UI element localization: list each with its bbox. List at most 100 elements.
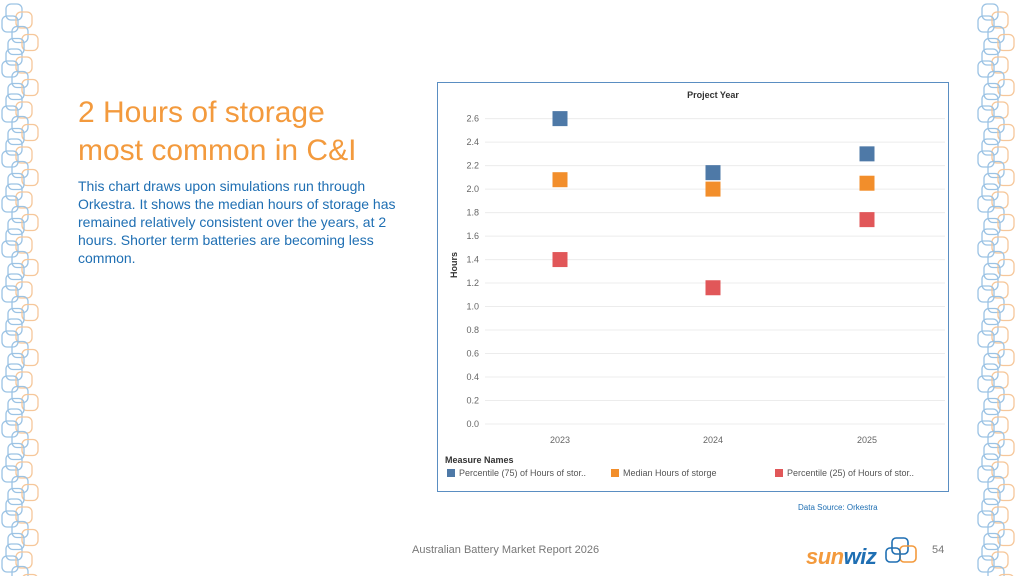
data-point-p75-2024[interactable] xyxy=(705,165,721,181)
pattern-shape xyxy=(983,532,1001,551)
data-point-p75-2025[interactable] xyxy=(859,146,875,162)
pattern-shape xyxy=(977,465,995,483)
y-axis-label: Hours xyxy=(449,252,459,278)
pattern-shape xyxy=(998,573,1014,576)
pattern-shape xyxy=(991,146,1009,164)
x-tick-label: 2024 xyxy=(703,435,723,445)
data-point-median-2025[interactable] xyxy=(859,175,875,191)
chart-title: Project Year xyxy=(687,90,739,100)
y-axis-ticks: 0.0 0.2 0.4 0.6 0.8 1.0 1.2 1.4 1.6 1.8 2.0 2.2 2.4 2… xyxy=(466,114,479,429)
pattern-shape xyxy=(1,60,19,78)
data-point-p25-2023[interactable] xyxy=(552,252,568,268)
pattern-shape xyxy=(977,240,995,258)
pattern-shape xyxy=(21,528,39,547)
pattern-shape xyxy=(983,217,1001,236)
pattern-shape xyxy=(15,11,33,29)
pattern-shape xyxy=(977,375,995,393)
legend-label-p75: Percentile (75) of Hours of stor.. xyxy=(459,468,587,478)
pattern-shape xyxy=(1,555,19,573)
footer-text: Australian Battery Market Report 2026 xyxy=(412,544,600,556)
y-tick-label: 2.2 xyxy=(466,161,479,171)
pattern-shape xyxy=(983,82,1001,101)
pattern-shape xyxy=(977,330,995,348)
pattern-shape xyxy=(7,532,25,551)
pattern-shape xyxy=(997,168,1015,187)
data-points xyxy=(552,111,875,296)
pattern-shape xyxy=(991,416,1009,434)
pattern-shape xyxy=(991,191,1009,209)
legend-item-p75[interactable]: Percentile (75) of Hours of stor.. xyxy=(447,467,586,479)
pattern-shape xyxy=(983,397,1001,416)
y-tick-label: 1.8 xyxy=(466,208,479,218)
grid-lines xyxy=(485,118,945,425)
legend-swatch-p25 xyxy=(775,469,783,477)
page-number: 54 xyxy=(932,544,945,556)
legend-swatch-median xyxy=(611,469,619,477)
pattern-shape xyxy=(977,105,995,123)
pattern-shape xyxy=(1,510,19,528)
pattern-shape xyxy=(1,330,19,348)
y-tick-label: 1.4 xyxy=(466,255,479,265)
data-point-median-2024[interactable] xyxy=(705,181,721,197)
pattern-shape xyxy=(991,236,1009,254)
legend-item-p25[interactable]: Percentile (25) of Hours of stor.. xyxy=(775,467,914,479)
pattern-shape xyxy=(21,168,39,187)
pattern-shape xyxy=(997,393,1015,412)
pattern-shape xyxy=(977,510,995,528)
pattern-shape xyxy=(983,307,1001,326)
pattern-shape xyxy=(21,213,39,232)
pattern-shape xyxy=(1,105,19,123)
pattern-shape xyxy=(7,352,25,371)
pattern-shape xyxy=(21,303,39,322)
pattern-shape xyxy=(983,352,1001,371)
pattern-shape xyxy=(991,371,1009,389)
y-tick-label: 0.6 xyxy=(466,349,479,359)
pattern-shape xyxy=(21,123,39,142)
y-tick-label: 0.4 xyxy=(466,372,479,382)
pattern-shape xyxy=(983,172,1001,191)
pattern-shape xyxy=(15,416,33,434)
pattern-shape xyxy=(22,573,38,576)
pattern-shape xyxy=(15,506,33,524)
pattern-shape xyxy=(1,150,19,168)
decorative-pattern-right xyxy=(977,3,1015,576)
pattern-shape xyxy=(15,326,33,344)
pattern-shape xyxy=(977,420,995,438)
pattern-shape xyxy=(7,262,25,281)
pattern-shape xyxy=(997,303,1015,322)
legend-item-median[interactable]: Median Hours of storge xyxy=(611,467,717,479)
pattern-shape xyxy=(991,101,1009,119)
pattern-shape xyxy=(983,487,1001,506)
pattern-shape xyxy=(983,37,1001,56)
pattern-shape xyxy=(7,487,25,506)
legend-label-p25: Percentile (25) of Hours of stor.. xyxy=(787,468,915,478)
pattern-shape xyxy=(983,442,1001,461)
pattern-shape xyxy=(15,281,33,299)
pattern-shape xyxy=(977,150,995,168)
legend-title: Measure Names xyxy=(445,455,514,465)
pattern-shape xyxy=(1,195,19,213)
y-tick-label: 1.6 xyxy=(466,231,479,241)
pattern-shape xyxy=(15,371,33,389)
y-tick-label: 0.8 xyxy=(466,325,479,335)
data-point-p25-2024[interactable] xyxy=(705,280,721,296)
y-tick-label: 1.0 xyxy=(466,302,479,312)
pattern-shape xyxy=(997,438,1015,457)
pattern-shape xyxy=(997,33,1015,52)
data-point-p25-2025[interactable] xyxy=(859,212,875,228)
pattern-shape xyxy=(991,56,1009,74)
pattern-shape xyxy=(1,375,19,393)
logo-part-sun: sun xyxy=(806,544,844,569)
pattern-shape xyxy=(983,262,1001,281)
y-tick-label: 2.4 xyxy=(466,137,479,147)
data-point-median-2023[interactable] xyxy=(552,172,568,188)
pattern-shape xyxy=(21,78,39,97)
y-tick-label: 0.2 xyxy=(466,396,479,406)
pattern-shape xyxy=(15,146,33,164)
data-source: Data Source: Orkestra xyxy=(798,503,878,512)
data-point-p75-2023[interactable] xyxy=(552,111,568,127)
slide-title: 2 Hours of storage most common in C&I xyxy=(78,96,357,167)
pattern-shape xyxy=(15,461,33,479)
pattern-shape xyxy=(991,551,1009,569)
